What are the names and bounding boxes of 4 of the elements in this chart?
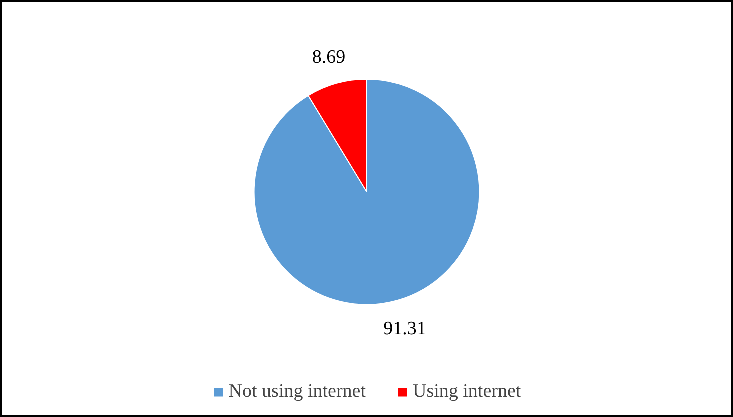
data-label: 8.69 — [312, 46, 346, 68]
data-label: 91.31 — [384, 318, 426, 340]
legend-label: Not using internet — [228, 381, 366, 403]
legend-label: Using internet — [413, 381, 522, 403]
